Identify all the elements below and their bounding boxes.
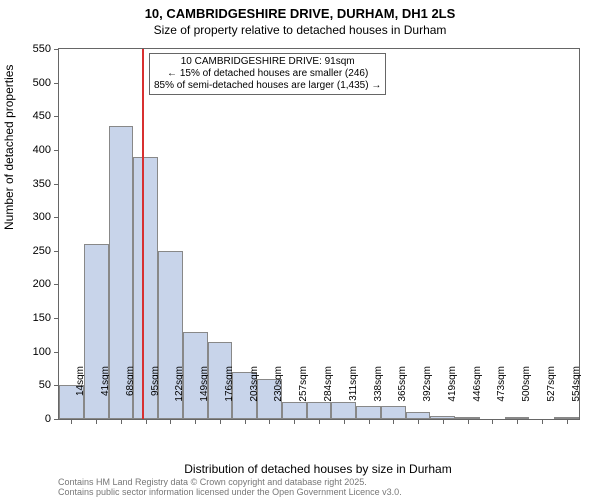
chart-subtitle: Size of property relative to detached ho… xyxy=(0,22,600,37)
xtick-mark xyxy=(269,419,270,424)
xtick-mark xyxy=(542,419,543,424)
xtick-mark xyxy=(468,419,469,424)
xtick-mark xyxy=(517,419,518,424)
ytick-label: 500 xyxy=(19,77,51,89)
xtick-label: 554sqm xyxy=(571,366,582,416)
xtick-mark xyxy=(344,419,345,424)
xtick-mark xyxy=(418,419,419,424)
ytick-mark xyxy=(54,49,59,50)
xtick-mark xyxy=(96,419,97,424)
ytick-label: 200 xyxy=(19,278,51,290)
ytick-label: 400 xyxy=(19,144,51,156)
xtick-mark xyxy=(71,419,72,424)
ytick-mark xyxy=(54,251,59,252)
ytick-mark xyxy=(54,352,59,353)
xtick-label: 527sqm xyxy=(546,366,557,416)
xtick-mark xyxy=(443,419,444,424)
ytick-label: 0 xyxy=(19,413,51,425)
footnote-line-2: Contains public sector information licen… xyxy=(58,488,402,498)
xtick-label: 500sqm xyxy=(521,366,532,416)
ytick-label: 100 xyxy=(19,346,51,358)
footnote: Contains HM Land Registry data © Crown c… xyxy=(58,478,402,498)
xtick-mark xyxy=(146,419,147,424)
ytick-mark xyxy=(54,217,59,218)
xtick-mark xyxy=(294,419,295,424)
annotation-line-1: 10 CAMBRIDGESHIRE DRIVE: 91sqm xyxy=(154,56,381,68)
xtick-mark xyxy=(393,419,394,424)
ytick-mark xyxy=(54,116,59,117)
ytick-label: 300 xyxy=(19,211,51,223)
xtick-mark xyxy=(369,419,370,424)
ytick-label: 250 xyxy=(19,245,51,257)
xtick-mark xyxy=(245,419,246,424)
x-axis-label: Distribution of detached houses by size … xyxy=(58,462,578,476)
xtick-label: 419sqm xyxy=(447,366,458,416)
chart-container: 10, CAMBRIDGESHIRE DRIVE, DURHAM, DH1 2L… xyxy=(0,0,600,500)
reference-line xyxy=(142,49,144,419)
xtick-label: 365sqm xyxy=(397,366,408,416)
ytick-mark xyxy=(54,318,59,319)
xtick-label: 392sqm xyxy=(422,366,433,416)
xtick-mark xyxy=(319,419,320,424)
xtick-mark xyxy=(567,419,568,424)
xtick-mark xyxy=(492,419,493,424)
ytick-label: 450 xyxy=(19,110,51,122)
ytick-mark xyxy=(54,150,59,151)
annotation-box: 10 CAMBRIDGESHIRE DRIVE: 91sqm ← 15% of … xyxy=(149,53,386,95)
ytick-mark xyxy=(54,83,59,84)
plot-area: 05010015020025030035040045050055014sqm41… xyxy=(58,48,580,420)
y-axis-label: Number of detached properties xyxy=(2,65,16,230)
xtick-label: 446sqm xyxy=(472,366,483,416)
xtick-mark xyxy=(170,419,171,424)
ytick-label: 350 xyxy=(19,178,51,190)
chart-title: 10, CAMBRIDGESHIRE DRIVE, DURHAM, DH1 2L… xyxy=(0,0,600,22)
xtick-mark xyxy=(220,419,221,424)
annotation-line-2: ← 15% of detached houses are smaller (24… xyxy=(154,68,381,80)
ytick-mark xyxy=(54,284,59,285)
ytick-label: 50 xyxy=(19,379,51,391)
xtick-mark xyxy=(195,419,196,424)
annotation-line-3: 85% of semi-detached houses are larger (… xyxy=(154,80,381,92)
ytick-label: 150 xyxy=(19,312,51,324)
ytick-label: 550 xyxy=(19,43,51,55)
xtick-mark xyxy=(121,419,122,424)
ytick-mark xyxy=(54,184,59,185)
xtick-label: 473sqm xyxy=(496,366,507,416)
ytick-mark xyxy=(54,419,59,420)
